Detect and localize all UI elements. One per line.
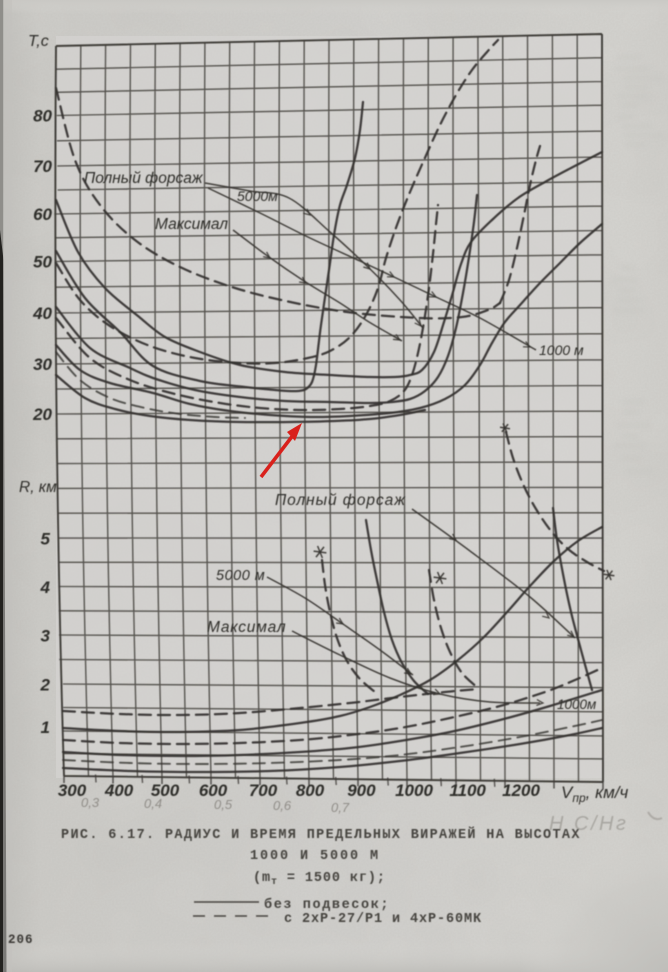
svg-text:1000м: 1000м <box>557 697 596 712</box>
svg-text:2: 2 <box>40 676 51 695</box>
svg-text:40: 40 <box>32 304 52 323</box>
svg-text:Vпр, км/ч: Vпр, км/ч <box>561 783 628 805</box>
svg-text:400: 400 <box>104 781 134 800</box>
svg-text:(mт = 1500 кг);: (mт = 1500 кг); <box>253 871 386 888</box>
svg-text:20: 20 <box>32 405 52 424</box>
svg-text:Полный форсаж: Полный форсаж <box>84 170 204 187</box>
svg-text:T,c: T,c <box>28 33 49 50</box>
svg-text:600: 600 <box>199 781 228 800</box>
svg-text:4: 4 <box>40 578 51 597</box>
svg-text:1: 1 <box>41 718 50 737</box>
svg-text:30: 30 <box>33 355 52 374</box>
svg-text:206: 206 <box>8 933 34 947</box>
svg-text:0,3: 0,3 <box>81 795 100 810</box>
svg-text:5: 5 <box>41 530 51 549</box>
svg-text:300: 300 <box>58 781 87 800</box>
svg-text:Н С/Нг: Н С/Нг <box>549 813 628 835</box>
svg-text:50: 50 <box>33 253 52 272</box>
svg-text:1100: 1100 <box>449 781 486 800</box>
svg-text:Полный форсаж: Полный форсаж <box>275 492 406 509</box>
svg-text:без подвесок;: без подвесок; <box>264 897 390 913</box>
svg-text:РИС. 6.17. РАДИУС И ВРЕМЯ ПРЕД: РИС. 6.17. РАДИУС И ВРЕМЯ ПРЕДЕЛЬНЫХ ВИР… <box>61 827 581 843</box>
svg-text:60: 60 <box>33 205 52 224</box>
svg-text:800: 800 <box>296 781 325 800</box>
svg-text:1200: 1200 <box>502 781 540 800</box>
svg-text:5000 м: 5000 м <box>216 568 265 584</box>
svg-text:0,5: 0,5 <box>214 797 233 812</box>
svg-text:500: 500 <box>151 781 180 800</box>
svg-text:0,7: 0,7 <box>331 800 350 815</box>
svg-text:R, км: R, км <box>19 479 57 496</box>
svg-text:1000 И 5000 М: 1000 И 5000 М <box>250 849 380 864</box>
svg-text:1000: 1000 <box>395 781 433 800</box>
svg-text:70: 70 <box>33 157 52 176</box>
svg-text:900: 900 <box>347 781 376 800</box>
svg-text:0,6: 0,6 <box>273 798 292 813</box>
svg-text:Максимал: Максимал <box>207 619 286 636</box>
svg-text:80: 80 <box>33 107 52 126</box>
svg-text:0,4: 0,4 <box>144 796 162 811</box>
svg-text:с 2хР-27/Р1 и 4хР-60МК: с 2хР-27/Р1 и 4хР-60МК <box>284 912 482 927</box>
svg-text:5000м: 5000м <box>237 188 278 204</box>
svg-text:3: 3 <box>41 627 51 646</box>
svg-text:1000 м: 1000 м <box>539 342 584 358</box>
svg-text:Максимал: Максимал <box>155 216 228 233</box>
svg-text:700: 700 <box>249 781 278 800</box>
